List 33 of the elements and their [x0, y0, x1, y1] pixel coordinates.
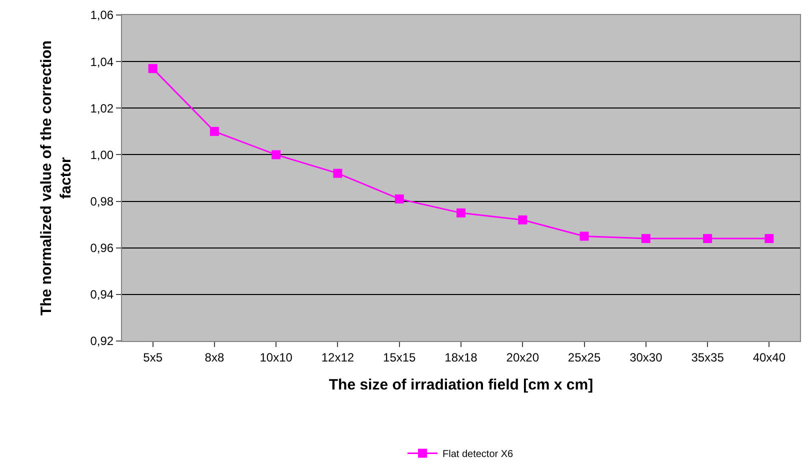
legend-label: Flat detector X6 [442, 449, 514, 460]
x-tick-label: 20x20 [506, 350, 540, 364]
y-tick-label: 0,94 [90, 288, 114, 302]
point [456, 208, 466, 218]
x-tick-label: 18x18 [444, 350, 478, 364]
y-tick-label: 0,92 [90, 334, 114, 348]
y-tick-label: 1,06 [90, 8, 114, 22]
x-tick-label: 5x5 [143, 350, 163, 364]
point [580, 232, 589, 241]
x-tick-label: 10x10 [260, 350, 293, 364]
y-tick-label: 1,00 [90, 148, 114, 162]
x-tick-label: 35x35 [691, 350, 724, 364]
point [703, 234, 712, 244]
point [272, 150, 281, 160]
y-tick-label: 1,04 [90, 54, 114, 69]
x-tick-label: 12x12 [321, 350, 354, 364]
x-tick-label: 30x30 [630, 350, 663, 364]
y-tick-label: 0,96 [90, 241, 114, 256]
point [333, 168, 342, 178]
x-tick-label: 40x40 [752, 350, 786, 364]
point [518, 215, 528, 224]
x-tick-label: 25x25 [568, 350, 601, 364]
point [641, 234, 650, 244]
x-axis-title: The size of irradiation field [cm x cm] [328, 376, 594, 394]
point [210, 126, 219, 136]
point [394, 194, 404, 204]
x-tick-label: 8x8 [204, 350, 224, 364]
y-axis-title: The normalized value of the correction factor [38, 40, 74, 316]
x-tick-label: 15x15 [383, 350, 416, 364]
y-tick-label: 1,02 [90, 101, 114, 116]
point [764, 234, 774, 244]
point [148, 64, 158, 74]
y-tick-label: 0,98 [90, 194, 114, 208]
